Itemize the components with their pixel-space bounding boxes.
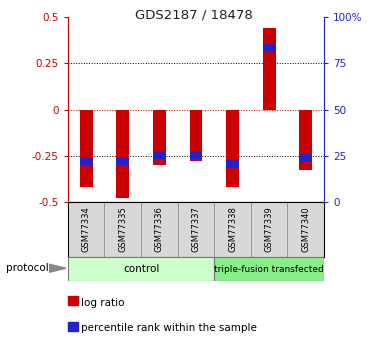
Text: protocol: protocol bbox=[6, 264, 48, 273]
Text: GSM77336: GSM77336 bbox=[155, 207, 164, 252]
Bar bbox=[178, 202, 214, 257]
Bar bbox=[251, 202, 288, 257]
Text: GSM77334: GSM77334 bbox=[82, 207, 91, 252]
Bar bbox=[299, 110, 312, 170]
Bar bbox=[226, 110, 239, 187]
Text: GSM77338: GSM77338 bbox=[228, 207, 237, 252]
Bar bbox=[189, 152, 203, 159]
Bar bbox=[263, 28, 275, 110]
Text: percentile rank within the sample: percentile rank within the sample bbox=[81, 324, 257, 333]
Text: log ratio: log ratio bbox=[81, 298, 125, 307]
Bar bbox=[116, 110, 129, 198]
Bar bbox=[153, 110, 166, 165]
Bar bbox=[141, 202, 178, 257]
Text: GDS2187 / 18478: GDS2187 / 18478 bbox=[135, 9, 253, 22]
Bar bbox=[80, 110, 93, 187]
Bar bbox=[299, 154, 312, 161]
Bar bbox=[80, 158, 93, 166]
Text: control: control bbox=[123, 264, 159, 274]
Bar bbox=[226, 160, 239, 168]
Bar bbox=[153, 152, 166, 159]
Bar bbox=[214, 202, 251, 257]
Text: GSM77337: GSM77337 bbox=[191, 207, 201, 252]
Text: triple-fusion transfected: triple-fusion transfected bbox=[214, 265, 324, 274]
Bar bbox=[68, 202, 104, 257]
Bar bbox=[189, 110, 203, 161]
Bar bbox=[263, 44, 275, 51]
Bar bbox=[104, 202, 141, 257]
Bar bbox=[116, 158, 129, 166]
Bar bbox=[288, 202, 324, 257]
Polygon shape bbox=[48, 264, 66, 273]
Text: GSM77335: GSM77335 bbox=[118, 207, 127, 252]
Bar bbox=[68, 257, 214, 281]
Text: GSM77339: GSM77339 bbox=[265, 207, 274, 252]
Text: GSM77340: GSM77340 bbox=[301, 207, 310, 252]
Bar bbox=[214, 257, 324, 281]
